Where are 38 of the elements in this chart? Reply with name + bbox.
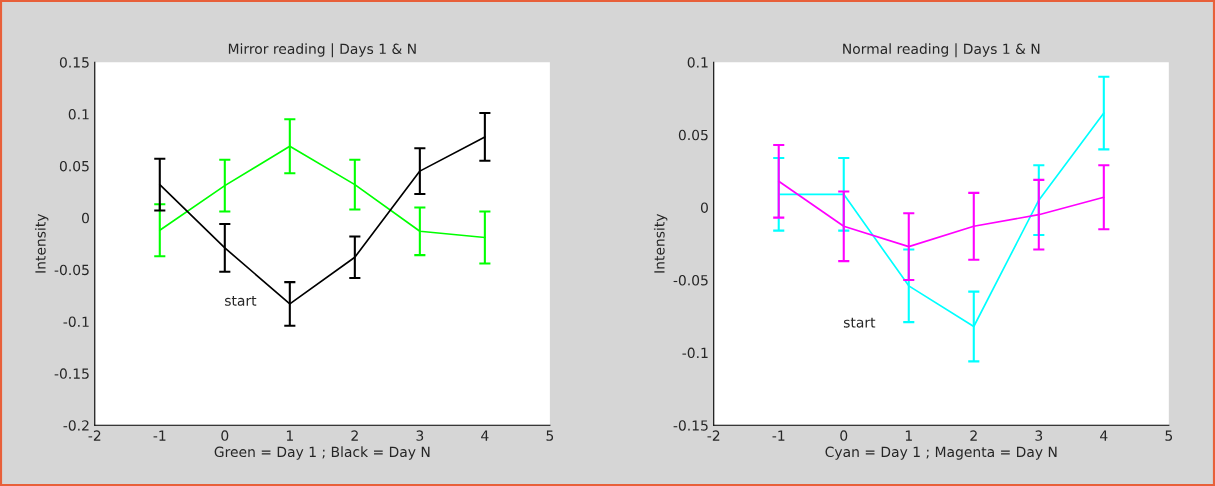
x-tick-label: 4 [481,430,489,441]
x-tick-label: 4 [1100,430,1108,441]
x-tick-label: 3 [1035,430,1043,441]
x-tick-label: 1 [286,430,293,441]
x-tick-label: 1 [905,430,912,441]
y-tick-label: -0.15 [673,420,708,431]
x-tick-label: -2 [88,430,101,441]
y-tick-label: -0.15 [54,368,89,379]
chart-title: Normal reading | Days 1 & N [843,43,1040,58]
y-tick-label: -0.05 [673,275,708,286]
annotation: start [843,317,876,328]
x-tick-label: 2 [970,430,977,441]
y-tick-label: 0.15 [59,57,89,68]
y-tick-label: 0 [81,212,89,224]
y-tick-label: -0.05 [54,264,89,276]
x-tick-label: 0 [840,430,848,441]
x-tick-label: 5 [1165,430,1173,441]
y-axis-title: Intensity [34,213,49,273]
x-axis-title: Green = Day 1 ; Black = Day N [214,446,430,460]
y-tick-label: -0.2 [63,420,89,431]
x-tick-label: 0 [221,430,229,441]
y-tick-label: -0.1 [682,347,708,359]
x-tick-label: 2 [351,430,358,441]
x-tick-label: -2 [707,430,720,441]
y-tick-label: 0.1 [68,109,89,120]
x-axis-title: Cyan = Day 1 ; Magenta = Day N [825,446,1057,460]
y-tick-label: 0.05 [678,129,708,141]
x-tick-label: 3 [416,430,424,441]
x-tick-label: 5 [546,430,554,441]
y-tick-label: 0.1 [687,57,708,68]
y-tick-label: 0 [700,202,708,213]
annotation: start [224,295,257,306]
y-axis-title: Intensity [653,213,668,273]
chart-title: Mirror reading | Days 1 & N [228,43,416,58]
y-tick-label: -0.1 [63,316,89,327]
y-tick-label: 0.05 [59,160,89,172]
x-tick-label: -1 [772,430,785,441]
x-tick-label: -1 [153,430,166,441]
